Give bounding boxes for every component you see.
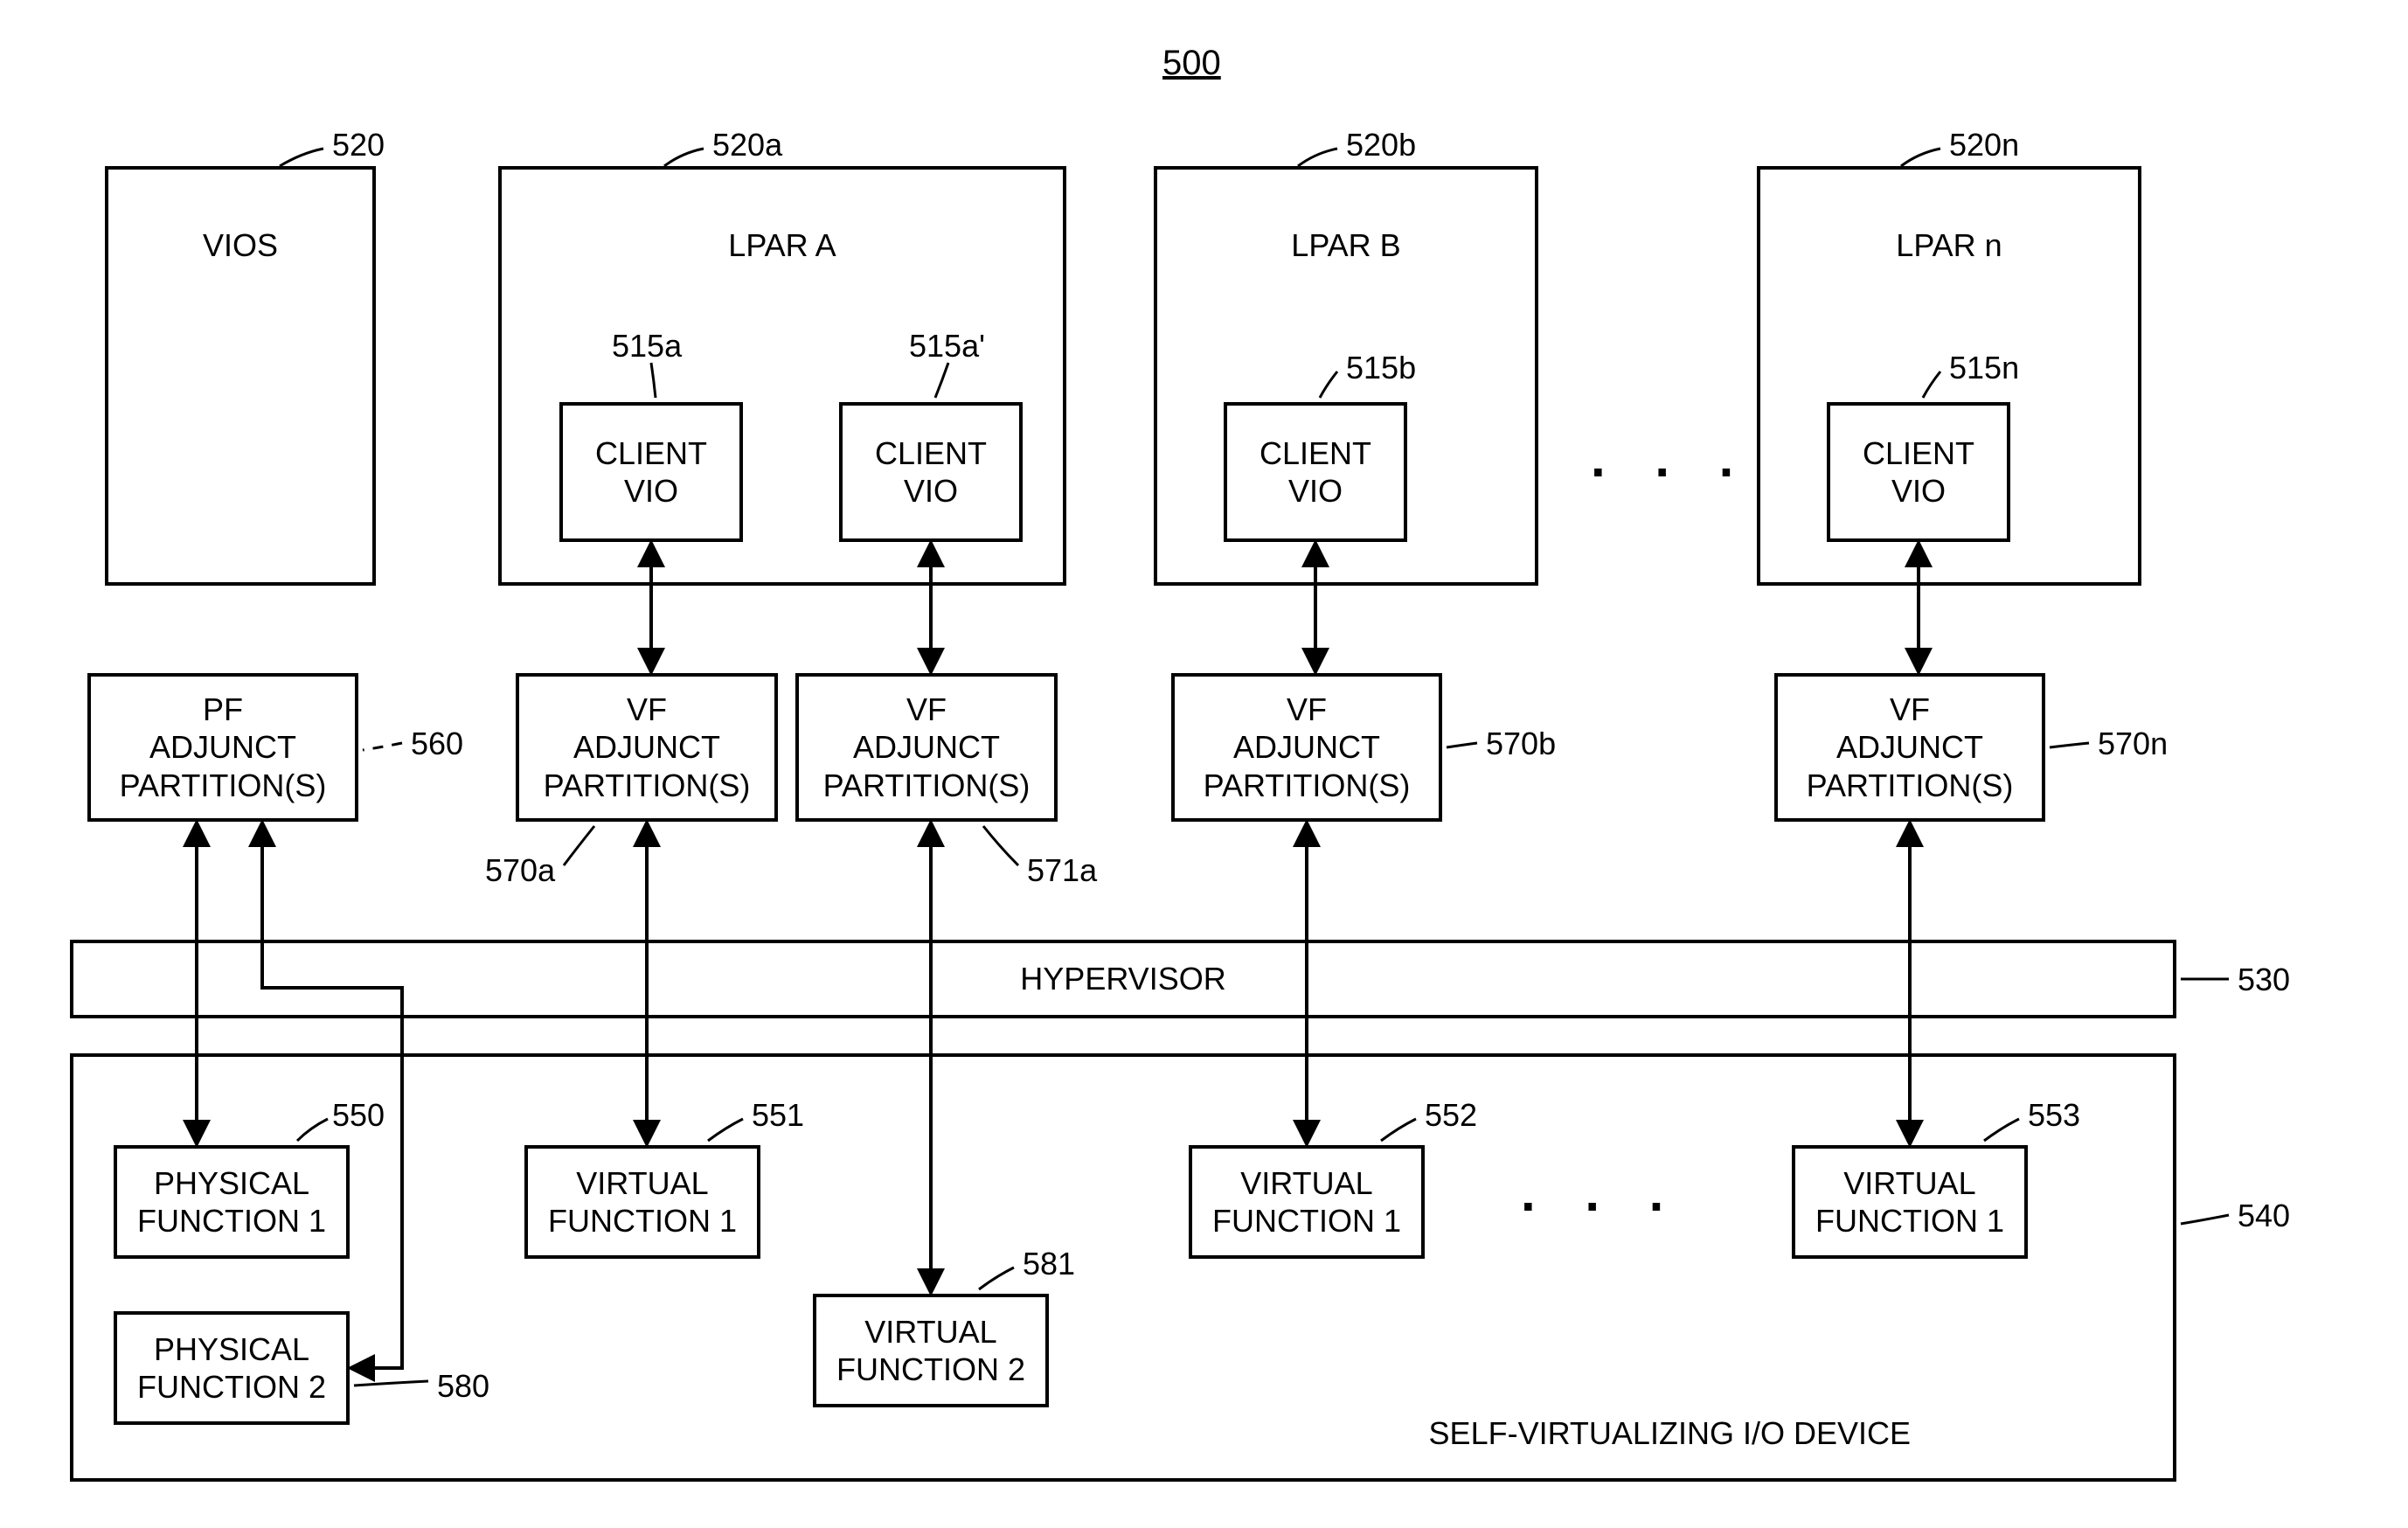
ref-570b: 570b (1486, 726, 1556, 762)
ref-560: 560 (411, 726, 463, 762)
pf2-box: PHYSICAL FUNCTION 2 (114, 1311, 350, 1425)
ref-581: 581 (1023, 1246, 1075, 1282)
lpar-b-label: LPAR B (1157, 226, 1535, 264)
vf-n-box: VIRTUAL FUNCTION 1 (1792, 1145, 2028, 1259)
pf1-box: PHYSICAL FUNCTION 1 (114, 1145, 350, 1259)
vf-adjunct-a2-box: VF ADJUNCT PARTITION(S) (795, 673, 1058, 822)
figure-number: 500 (1162, 44, 1221, 83)
ref-570a: 570a (485, 852, 555, 889)
client-vio-a1-box: CLIENT VIO (559, 402, 743, 542)
vf1-box: VIRTUAL FUNCTION 1 (524, 1145, 760, 1259)
diagram-canvas: 500 VIOS LPAR A LPAR B LPAR n CLIENT VIO… (0, 0, 2408, 1528)
pf-adjunct-box: PF ADJUNCT PARTITION(S) (87, 673, 358, 822)
ref-570n: 570n (2098, 726, 2168, 762)
ref-550: 550 (332, 1097, 385, 1134)
vf2-box: VIRTUAL FUNCTION 2 (813, 1294, 1049, 1407)
vf-adjunct-n-box: VF ADJUNCT PARTITION(S) (1774, 673, 2045, 822)
ref-520a: 520a (712, 127, 782, 163)
ref-553: 553 (2028, 1097, 2080, 1134)
ref-515a2: 515a' (909, 328, 985, 365)
ref-515a: 515a (612, 328, 682, 365)
ref-540: 540 (2238, 1198, 2290, 1234)
vf-adjunct-a1-box: VF ADJUNCT PARTITION(S) (516, 673, 778, 822)
ref-520n: 520n (1949, 127, 2019, 163)
hypervisor-label: HYPERVISOR (1020, 960, 1225, 997)
hypervisor-box: HYPERVISOR (70, 940, 2176, 1018)
ref-515b: 515b (1346, 350, 1416, 386)
io-device-label: SELF-VIRTUALIZING I/O DEVICE (1429, 1414, 1911, 1452)
ref-530: 530 (2238, 962, 2290, 998)
vf-adjunct-b-box: VF ADJUNCT PARTITION(S) (1171, 673, 1442, 822)
client-vio-n-box: CLIENT VIO (1827, 402, 2010, 542)
ref-515n: 515n (1949, 350, 2019, 386)
vios-box: VIOS (105, 166, 376, 586)
lpar-a-label: LPAR A (502, 226, 1063, 264)
ref-580: 580 (437, 1368, 489, 1405)
client-vio-b-box: CLIENT VIO (1224, 402, 1407, 542)
vf-b-box: VIRTUAL FUNCTION 1 (1189, 1145, 1425, 1259)
ellipsis-top: . . . (1591, 428, 1751, 489)
ref-571a: 571a (1027, 852, 1097, 889)
ref-520: 520 (332, 127, 385, 163)
client-vio-a2-box: CLIENT VIO (839, 402, 1023, 542)
io-device-box: SELF-VIRTUALIZING I/O DEVICE (70, 1053, 2176, 1482)
ref-520b: 520b (1346, 127, 1416, 163)
vios-label: VIOS (108, 226, 372, 264)
ref-552: 552 (1425, 1097, 1477, 1134)
lpar-n-label: LPAR n (1760, 226, 2138, 264)
ellipsis-bottom: . . . (1521, 1163, 1681, 1223)
ref-551: 551 (752, 1097, 804, 1134)
